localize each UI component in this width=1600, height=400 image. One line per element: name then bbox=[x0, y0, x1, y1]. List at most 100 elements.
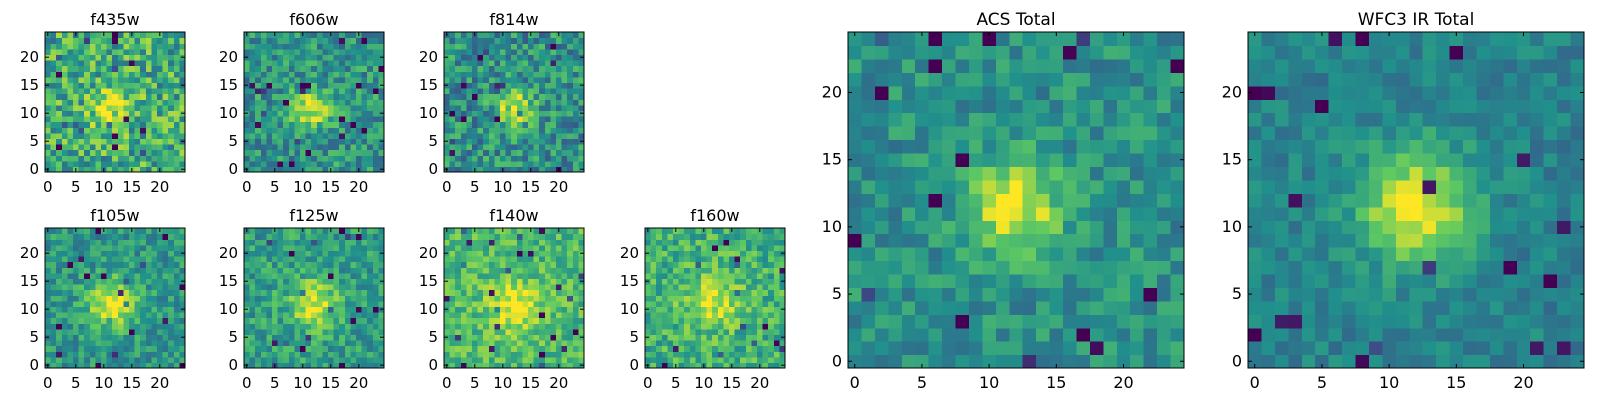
heatmap-cell bbox=[656, 356, 663, 363]
heatmap-cell bbox=[689, 267, 696, 274]
heatmap-cell bbox=[968, 233, 983, 248]
heatmap-cell bbox=[134, 306, 141, 313]
heatmap-cell bbox=[89, 289, 96, 296]
heatmap-cell bbox=[466, 37, 473, 44]
heatmap-cell bbox=[73, 48, 80, 55]
heatmap-cell bbox=[322, 267, 329, 274]
heatmap-cell bbox=[511, 362, 518, 369]
heatmap-cell bbox=[745, 351, 752, 358]
heatmap-cell bbox=[656, 278, 663, 285]
heatmap-cell bbox=[533, 144, 540, 151]
heatmap-cell bbox=[283, 144, 290, 151]
heatmap-cell bbox=[757, 334, 764, 341]
heatmap-cell bbox=[667, 328, 674, 335]
heatmap-cell bbox=[528, 149, 535, 156]
heatmap-cell bbox=[260, 284, 267, 291]
heatmap-cell bbox=[305, 256, 312, 263]
heatmap-cell bbox=[561, 71, 568, 78]
heatmap-cell bbox=[361, 345, 368, 352]
heatmap-cell bbox=[266, 284, 273, 291]
heatmap-cell bbox=[1089, 287, 1104, 302]
heatmap-cell bbox=[1103, 233, 1118, 248]
heatmap-cell bbox=[444, 132, 451, 139]
heatmap-cell bbox=[129, 99, 136, 106]
heatmap-cell bbox=[328, 121, 335, 128]
heatmap-cell bbox=[689, 362, 696, 369]
heatmap-cell bbox=[145, 345, 152, 352]
heatmap-cell bbox=[1157, 220, 1172, 235]
heatmap-cell bbox=[101, 345, 108, 352]
heatmap-cell bbox=[544, 261, 551, 268]
heatmap-cell bbox=[145, 261, 152, 268]
heatmap-cell bbox=[444, 345, 451, 352]
heatmap-cell bbox=[477, 289, 484, 296]
heatmap-cell bbox=[723, 278, 730, 285]
heatmap-cell bbox=[695, 328, 702, 335]
heatmap-cell bbox=[1063, 179, 1078, 194]
y-tick-label: 15 bbox=[20, 76, 39, 94]
heatmap-cell bbox=[255, 340, 262, 347]
heatmap-cell bbox=[249, 278, 256, 285]
heatmap-cell bbox=[483, 88, 490, 95]
heatmap-cell bbox=[483, 278, 490, 285]
heatmap-cell bbox=[101, 340, 108, 347]
heatmap-cell bbox=[472, 48, 479, 55]
heatmap-cell bbox=[378, 132, 385, 139]
heatmap-cell bbox=[123, 99, 130, 106]
heatmap-cell bbox=[67, 345, 74, 352]
heatmap-cell bbox=[244, 351, 251, 358]
heatmap-cell bbox=[277, 278, 284, 285]
heatmap-cell bbox=[444, 155, 451, 162]
heatmap-cell bbox=[173, 121, 180, 128]
heatmap-cell bbox=[488, 289, 495, 296]
heatmap-cell bbox=[50, 334, 57, 341]
heatmap-cell bbox=[762, 317, 769, 324]
heatmap-cell bbox=[915, 193, 930, 208]
heatmap-cell bbox=[460, 340, 467, 347]
heatmap-cell bbox=[689, 300, 696, 307]
heatmap-cell bbox=[561, 65, 568, 72]
heatmap-cell bbox=[162, 65, 169, 72]
heatmap-cell bbox=[249, 155, 256, 162]
heatmap-cell bbox=[356, 317, 363, 324]
heatmap-cell bbox=[1170, 300, 1185, 315]
heatmap-cell bbox=[140, 138, 147, 145]
heatmap-cell bbox=[73, 250, 80, 257]
heatmap-cell bbox=[272, 144, 279, 151]
heatmap-cell bbox=[1157, 273, 1172, 288]
heatmap-cell bbox=[277, 228, 284, 235]
heatmap-cell bbox=[779, 228, 786, 235]
heatmap-cell bbox=[466, 132, 473, 139]
heatmap-cell bbox=[656, 272, 663, 279]
heatmap-cell bbox=[89, 244, 96, 251]
heatmap-cell bbox=[888, 247, 903, 262]
heatmap-cell bbox=[78, 323, 85, 330]
heatmap-cell bbox=[95, 345, 102, 352]
heatmap-cell bbox=[162, 334, 169, 341]
heatmap-cell bbox=[339, 104, 346, 111]
heatmap-cell bbox=[311, 82, 318, 89]
heatmap-cell bbox=[1103, 206, 1118, 221]
heatmap-cell bbox=[134, 104, 141, 111]
heatmap-cell bbox=[483, 261, 490, 268]
heatmap-cell bbox=[779, 317, 786, 324]
axes-frame bbox=[44, 227, 186, 369]
heatmap-cell bbox=[84, 233, 91, 240]
heatmap-cell bbox=[45, 132, 52, 139]
heatmap-cell bbox=[89, 76, 96, 83]
heatmap-cell bbox=[266, 233, 273, 240]
heatmap-cell bbox=[61, 71, 68, 78]
heatmap-cell bbox=[550, 149, 557, 156]
heatmap-cell bbox=[56, 60, 63, 67]
heatmap-cell bbox=[151, 60, 158, 67]
heatmap-cell bbox=[712, 284, 719, 291]
heatmap-cell bbox=[45, 43, 52, 50]
heatmap-cell bbox=[567, 110, 574, 117]
heatmap-cell bbox=[528, 284, 535, 291]
heatmap-cell bbox=[1076, 354, 1091, 369]
heatmap-cell bbox=[928, 341, 943, 356]
heatmap-cell bbox=[244, 116, 251, 123]
heatmap-cell bbox=[701, 256, 708, 263]
heatmap-cell bbox=[444, 272, 451, 279]
heatmap-cell bbox=[361, 65, 368, 72]
